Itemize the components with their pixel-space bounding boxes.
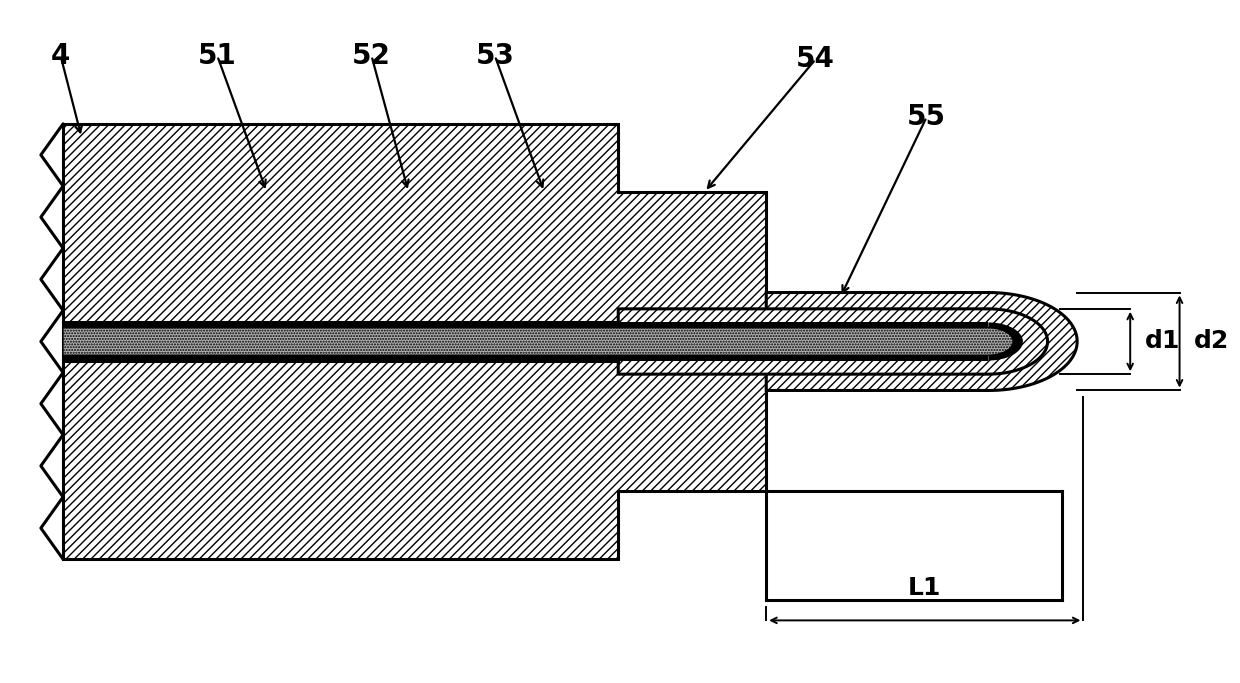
Text: d2: d2: [1194, 329, 1230, 354]
Polygon shape: [988, 322, 1023, 361]
Text: 53: 53: [475, 42, 515, 70]
Text: d1: d1: [1145, 329, 1180, 354]
Polygon shape: [63, 124, 766, 559]
Polygon shape: [63, 322, 988, 328]
Text: 52: 52: [352, 42, 391, 70]
Polygon shape: [766, 292, 1078, 391]
Polygon shape: [63, 322, 680, 361]
Polygon shape: [63, 355, 988, 361]
Polygon shape: [619, 309, 1048, 374]
Text: 51: 51: [198, 42, 237, 70]
Polygon shape: [63, 328, 1013, 355]
Text: 4: 4: [51, 42, 71, 70]
Text: L1: L1: [908, 576, 941, 600]
Text: 54: 54: [796, 45, 835, 73]
Text: 55: 55: [908, 103, 946, 131]
